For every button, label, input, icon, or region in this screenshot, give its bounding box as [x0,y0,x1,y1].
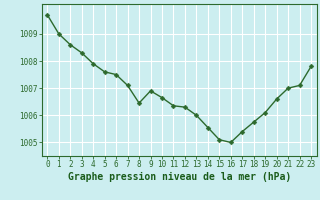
X-axis label: Graphe pression niveau de la mer (hPa): Graphe pression niveau de la mer (hPa) [68,172,291,182]
